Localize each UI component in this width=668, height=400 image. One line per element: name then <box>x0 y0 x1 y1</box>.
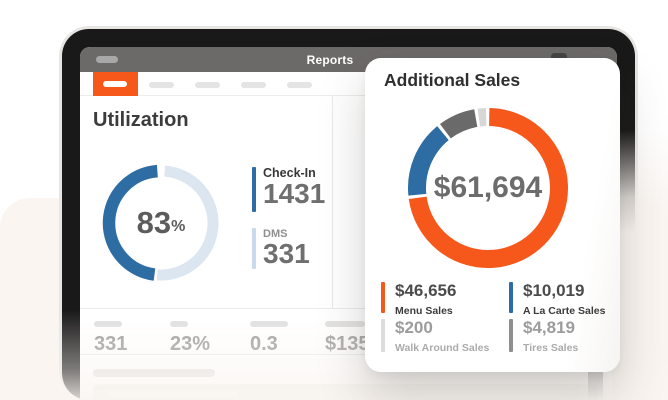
legend-alacarte-sales: $10,019 A La Carte Sales <box>509 282 605 317</box>
additional-sales-card: Additional Sales $61,694 $46,656 Menu Sa… <box>365 58 620 372</box>
mini-stat-2-value: 23% <box>170 333 211 355</box>
page-title: Reports <box>306 52 354 67</box>
legend-walkaround-sales-bar <box>381 319 385 352</box>
utilization-donut-chart <box>102 164 219 281</box>
additional-sales-donut-chart <box>408 108 568 268</box>
legend-tires-sales: $4,819 Tires Sales <box>509 319 578 354</box>
mini-stat-2-label-placeholder <box>170 321 188 327</box>
mini-stat-2: 23% <box>170 321 210 356</box>
utilization-heading: Utilization <box>93 109 189 131</box>
tab-active[interactable] <box>93 72 138 96</box>
legend-menu-sales-bar <box>381 282 385 313</box>
legend-alacarte-sales-value: $10,019 <box>523 281 585 300</box>
dms-stat-bar <box>252 228 256 269</box>
stats-row-divider-bottom <box>80 354 617 355</box>
checkin-label: Check-In <box>263 166 316 180</box>
legend-menu-sales: $46,656 Menu Sales <box>381 282 456 317</box>
mini-stat-4-label-placeholder <box>325 321 365 327</box>
utilization-percent-unit: % <box>171 218 186 235</box>
additional-sales-total: $61,694 <box>433 171 543 204</box>
tab-active-label-placeholder <box>103 81 127 87</box>
checkin-stat: Check-In 1431 <box>263 166 325 209</box>
mini-stat-3-label-placeholder <box>250 321 288 327</box>
dms-label: DMS <box>263 228 288 240</box>
legend-tires-sales-value: $4,819 <box>523 318 575 337</box>
skeleton-text-bar <box>93 369 215 377</box>
utilization-percent-value: 83 <box>136 205 172 240</box>
mini-stat-1-value: 331 <box>94 333 128 355</box>
panel-divider-vertical <box>332 96 333 308</box>
back-button-pill[interactable] <box>96 56 118 63</box>
tab-placeholder-4[interactable] <box>287 82 312 88</box>
faded-bezel-strip <box>588 372 603 400</box>
tab-placeholder-3[interactable] <box>241 82 266 88</box>
mini-stat-4-value: $135 <box>325 333 370 355</box>
checkin-value: 1431 <box>263 178 326 209</box>
mini-stat-4: $135 <box>325 321 370 356</box>
legend-walkaround-sales-value: $200 <box>395 318 433 337</box>
tab-placeholder-2[interactable] <box>195 82 220 88</box>
legend-tires-sales-bar <box>509 319 513 352</box>
mini-stat-1: 331 <box>94 321 127 356</box>
utilization-percent: 83 % <box>101 163 221 283</box>
stats-row-divider-top <box>80 308 617 309</box>
skeleton-content-block <box>93 384 598 400</box>
legend-alacarte-sales-bar <box>509 282 513 313</box>
checkin-stat-bar <box>252 167 256 212</box>
mini-stat-3-value: 0.3 <box>250 333 278 355</box>
right-edge-fade <box>612 130 668 400</box>
dms-stat: DMS 331 <box>263 228 310 269</box>
skeleton-inner-pill <box>108 391 238 397</box>
menu-pill[interactable] <box>551 53 567 60</box>
tab-placeholder-1[interactable] <box>149 82 174 88</box>
legend-tires-sales-label: Tires Sales <box>523 342 579 354</box>
additional-sales-title: Additional Sales <box>384 70 521 90</box>
legend-menu-sales-value: $46,656 <box>395 281 457 300</box>
dms-value: 331 <box>263 238 310 269</box>
mini-stat-1-label-placeholder <box>94 321 122 327</box>
legend-alacarte-sales-label: A La Carte Sales <box>523 305 606 317</box>
legend-walkaround-sales-label: Walk Around Sales <box>395 342 490 354</box>
legend-menu-sales-label: Menu Sales <box>395 305 453 317</box>
mini-stat-3: 0.3 <box>250 321 288 356</box>
legend-walkaround-sales: $200 Walk Around Sales <box>381 319 489 354</box>
